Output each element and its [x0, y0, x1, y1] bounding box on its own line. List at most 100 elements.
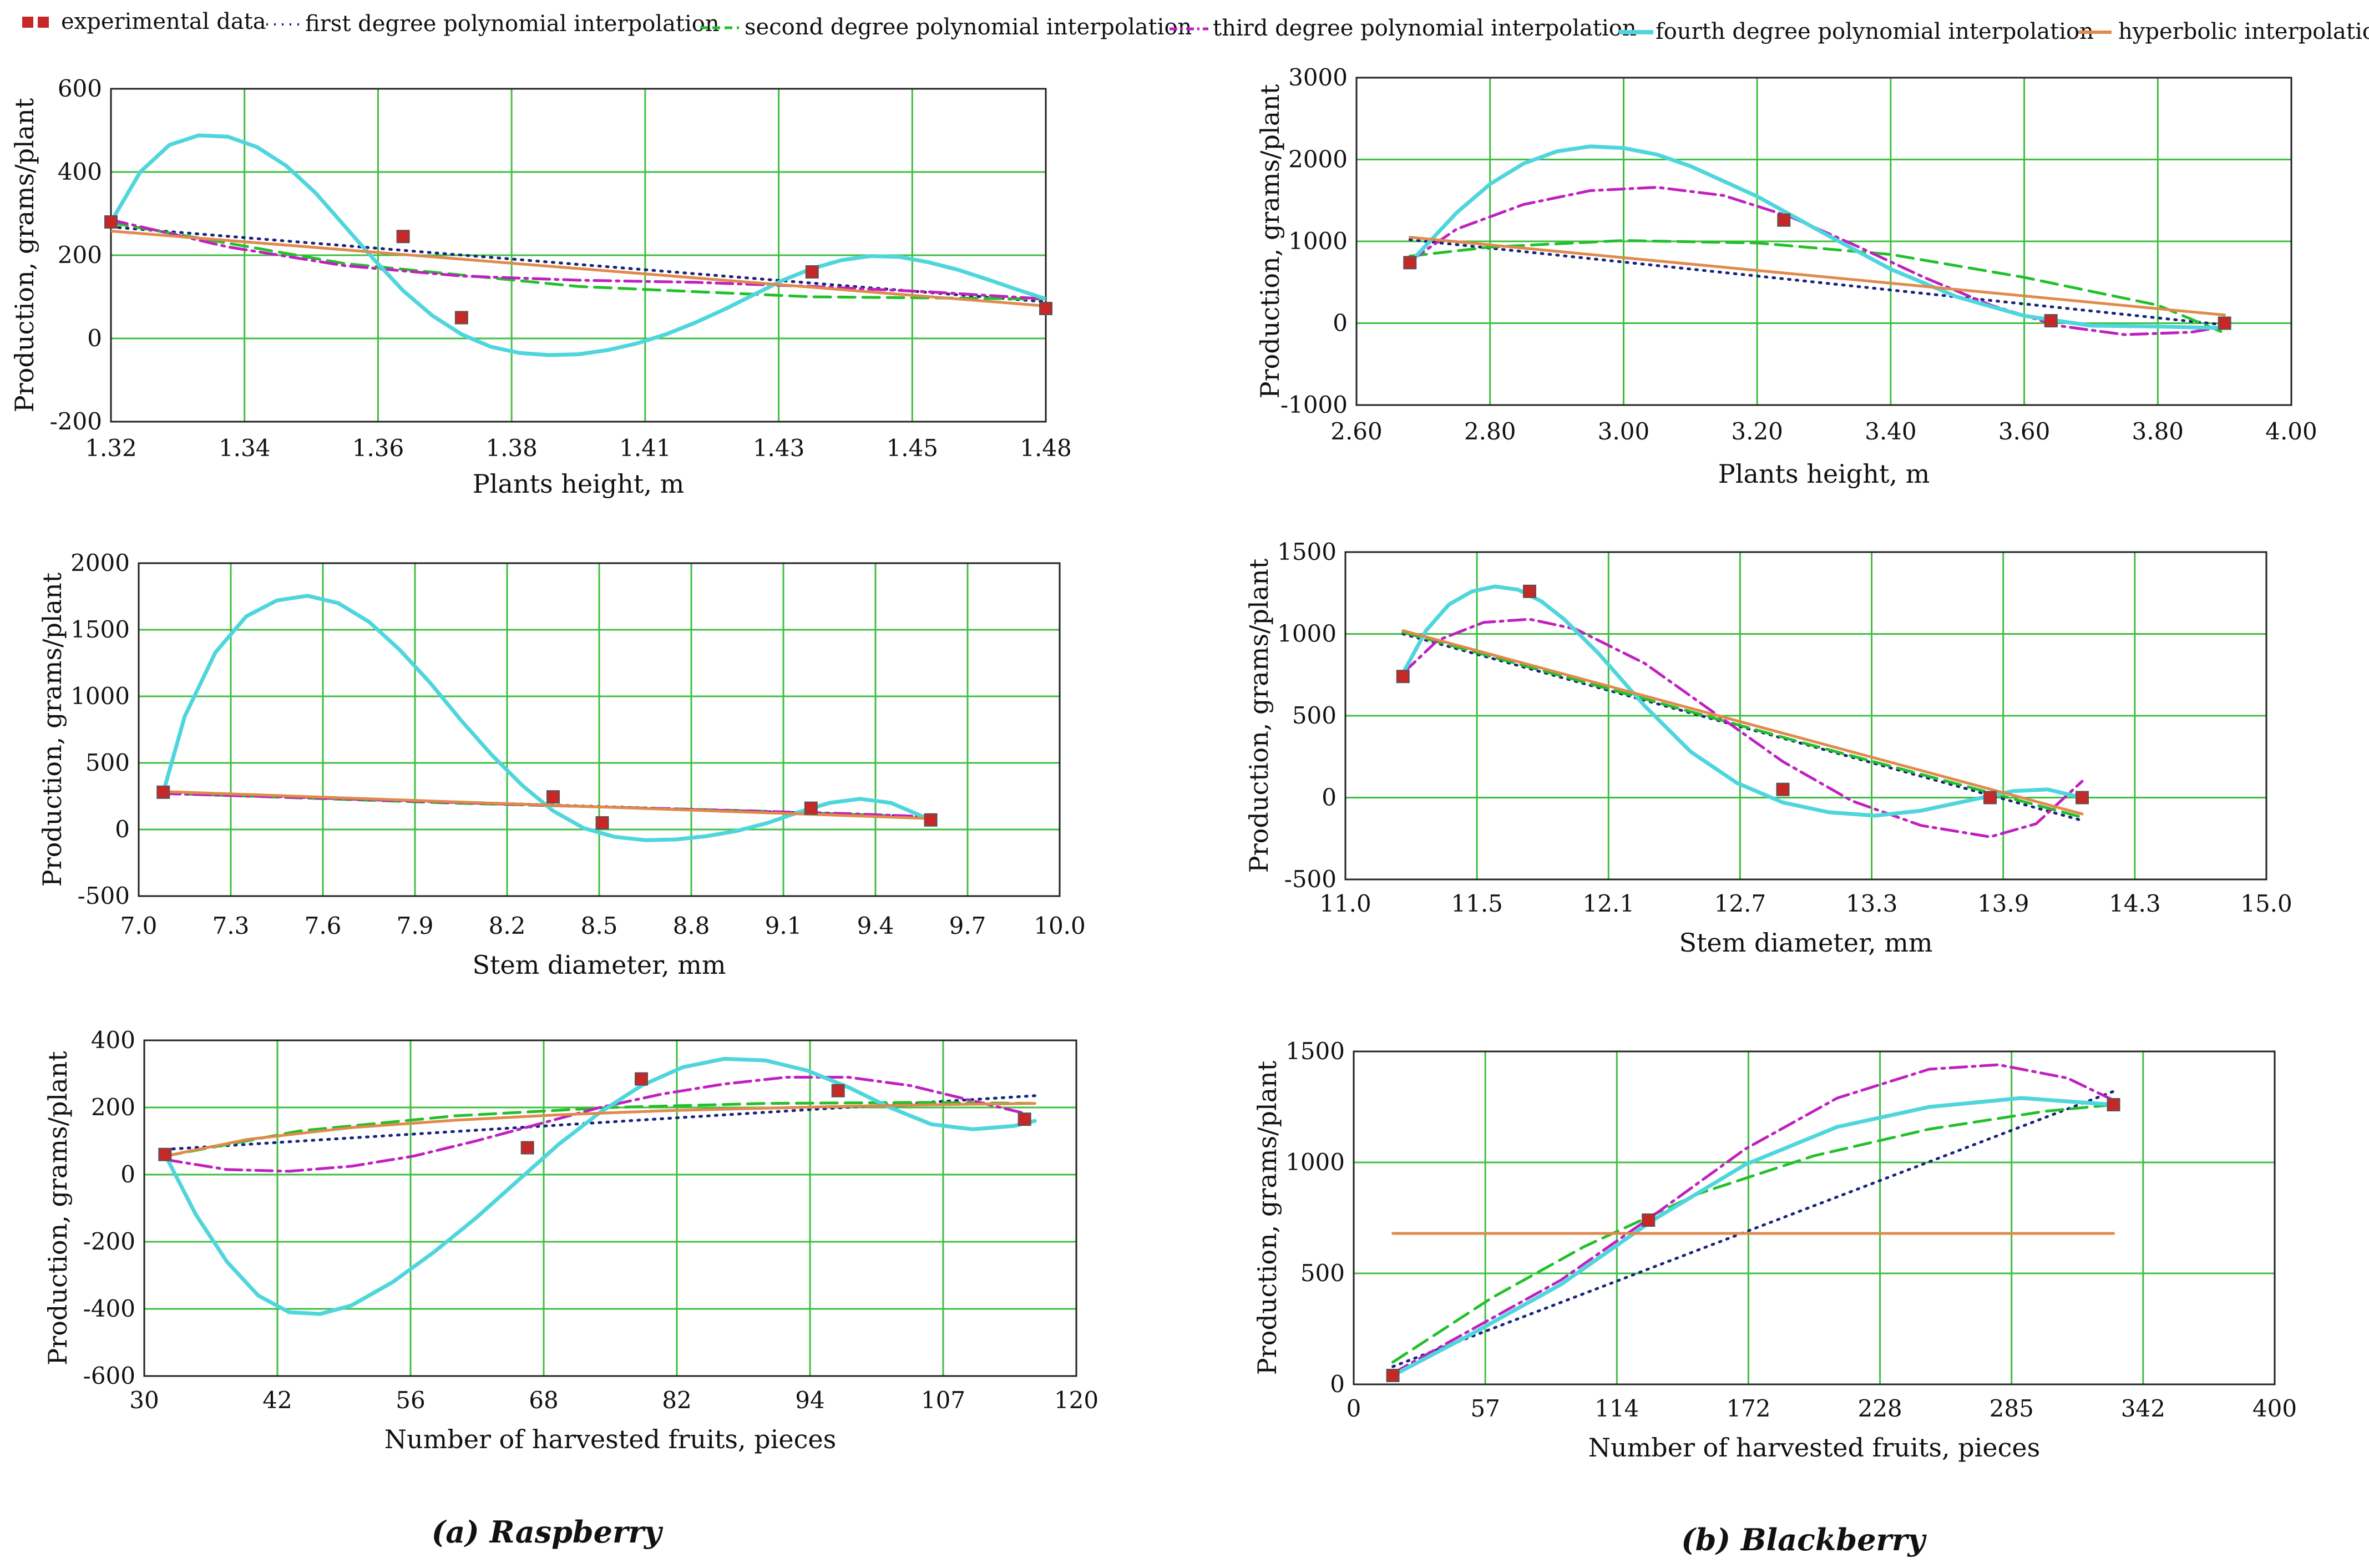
x-tick-label: 7.6: [305, 912, 342, 939]
series-fourth-line: [1391, 1096, 2115, 1378]
series-second-line: [1391, 1103, 2115, 1364]
experimental-point: [546, 790, 560, 804]
legend-experimental: experimental data: [22, 9, 266, 34]
legend: experimental data first degree polynomia…: [22, 9, 2369, 44]
x-tick-label: 12.1: [1583, 890, 1635, 917]
x-axis-label: Number of harvested fruits, pieces: [1588, 1433, 2040, 1463]
x-tick-label: 107: [921, 1387, 965, 1414]
caption-raspberry: (a) Raspberry: [432, 1514, 664, 1550]
series-first-line: [1408, 238, 2226, 326]
y-tick-label: 1500: [70, 616, 130, 643]
panel-blackberry-fruits: 0 57 114 172 228 285 342 400 1500 1000 500 0 Number …: [1252, 1038, 2297, 1463]
y-tick-label: -1000: [1280, 391, 1348, 418]
plot-frame: [1353, 1050, 2276, 1385]
series-first-line: [1391, 1090, 2115, 1368]
experimental-point: [1776, 782, 1790, 796]
y-tick-label: 0: [1333, 310, 1348, 337]
panel-blackberry-height: 2.60 2.80 3.00 3.20 3.40 3.60 3.80 4.00 3000 2000…: [1255, 64, 2317, 489]
experimental-point: [156, 785, 170, 799]
legend-second-label: second degree polynomial interpolation: [745, 14, 1192, 40]
y-tick-label: 400: [91, 1026, 135, 1054]
legend-third: third degree polynomial interpolation: [1170, 16, 1637, 41]
legend-second: second degree polynomial interpolation: [700, 14, 1192, 40]
x-tick-label: 42: [262, 1387, 292, 1414]
series-third-line: [163, 1076, 1036, 1173]
x-tick-label: 9.1: [765, 912, 802, 939]
legend-third-label: third degree polynomial interpolation: [1213, 16, 1637, 41]
y-tick-label: -200: [83, 1228, 135, 1255]
legend-fourth: fourth degree polynomial interpolation: [1619, 19, 2094, 44]
experimental-point: [1018, 1112, 1031, 1126]
series-first-line: [163, 1094, 1036, 1151]
y-tick-label: 400: [58, 158, 102, 185]
x-tick-label: 1.43: [753, 434, 805, 462]
y-axis-label: Production, grams/plant: [37, 572, 67, 887]
x-tick-label: 120: [1054, 1387, 1099, 1414]
legend-fourth-label: fourth degree polynomial interpolation: [1656, 19, 2094, 44]
plot-frame: [1344, 551, 2267, 881]
experimental-point: [2044, 314, 2058, 328]
x-tick-label: 7.9: [397, 912, 434, 939]
experimental-point: [1039, 302, 1052, 315]
x-tick-label: 15.0: [2240, 890, 2292, 917]
y-tick-label: 200: [58, 241, 102, 269]
series-second-line: [1408, 239, 2226, 335]
legend-first: first degree polynomial interpolation: [266, 11, 720, 37]
experimental-point: [1983, 791, 1997, 805]
legend-first-label: first degree polynomial interpolation: [305, 11, 720, 37]
plot-frame: [138, 562, 1061, 897]
experimental-point: [1396, 670, 1410, 684]
caption-blackberry: (b) Blackberry: [1681, 1522, 1927, 1557]
y-axis-label: Production, grams/plant: [9, 98, 39, 412]
y-tick-label: 1000: [1288, 227, 1348, 255]
x-tick-label: 7.0: [120, 912, 158, 939]
x-tick-label: 3.80: [2132, 418, 2184, 445]
legend-hyperbolic-label: hyperbolic interpolation: [2118, 19, 2369, 44]
x-tick-label: 12.7: [1714, 890, 1766, 917]
x-tick-label: 94: [795, 1387, 824, 1414]
series-second-line: [1401, 631, 2084, 819]
x-tick-label: 172: [1726, 1395, 1770, 1422]
series-fourth-line: [163, 1056, 1037, 1316]
y-tick-label: 200: [91, 1094, 135, 1121]
x-tick-label: 1.48: [1020, 434, 1072, 462]
y-tick-label: 2000: [1288, 146, 1348, 173]
experimental-point: [520, 1141, 534, 1155]
y-tick-label: 600: [58, 75, 102, 102]
x-tick-label: 14.3: [2109, 890, 2161, 917]
series-second-line: [111, 221, 1046, 301]
y-tick-label: -400: [83, 1295, 135, 1322]
x-tick-label: 3.00: [1598, 418, 1650, 445]
series-third-line: [111, 218, 1046, 301]
x-tick-label: 8.5: [581, 912, 618, 939]
experimental-point: [595, 816, 609, 829]
y-tick-label: 0: [1330, 1370, 1345, 1398]
x-axis-label: Plants height, m: [1718, 459, 1930, 489]
series-fourth-line: [1408, 144, 2227, 330]
x-tick-label: 3.20: [1731, 418, 1783, 445]
experimental-point: [804, 801, 818, 815]
x-tick-label: 82: [662, 1387, 691, 1414]
x-tick-label: 4.00: [2265, 418, 2317, 445]
y-tick-label: 0: [1322, 784, 1337, 811]
x-tick-label: 3.60: [1998, 418, 2051, 445]
experimental-point: [2107, 1098, 2120, 1111]
experimental-point: [831, 1084, 845, 1097]
x-tick-label: 3.40: [1865, 418, 1917, 445]
y-tick-label: 1000: [1277, 620, 1337, 648]
series-hyperbolic-line: [161, 790, 933, 820]
x-tick-label: 30: [129, 1387, 159, 1414]
panel-raspberry-fruits: 30 42 56 68 82 94 107 120 400 200 0 -200 -400 -600 Num…: [43, 1026, 1099, 1454]
y-axis-label: Production, grams/plant: [1255, 84, 1285, 398]
x-tick-label: 8.8: [673, 912, 710, 939]
y-tick-label: -500: [78, 882, 130, 909]
y-tick-label: 1500: [1285, 1038, 1345, 1065]
legend-experimental-swatch: [38, 17, 49, 28]
x-tick-label: 57: [1470, 1395, 1500, 1422]
series-third-line: [1391, 1063, 2115, 1375]
y-tick-label: 500: [1300, 1260, 1345, 1287]
y-tick-label: -500: [1284, 866, 1337, 893]
x-tick-label: 2.60: [1330, 418, 1383, 445]
x-tick-label: 1.38: [485, 434, 538, 462]
experimental-point: [1523, 584, 1536, 598]
